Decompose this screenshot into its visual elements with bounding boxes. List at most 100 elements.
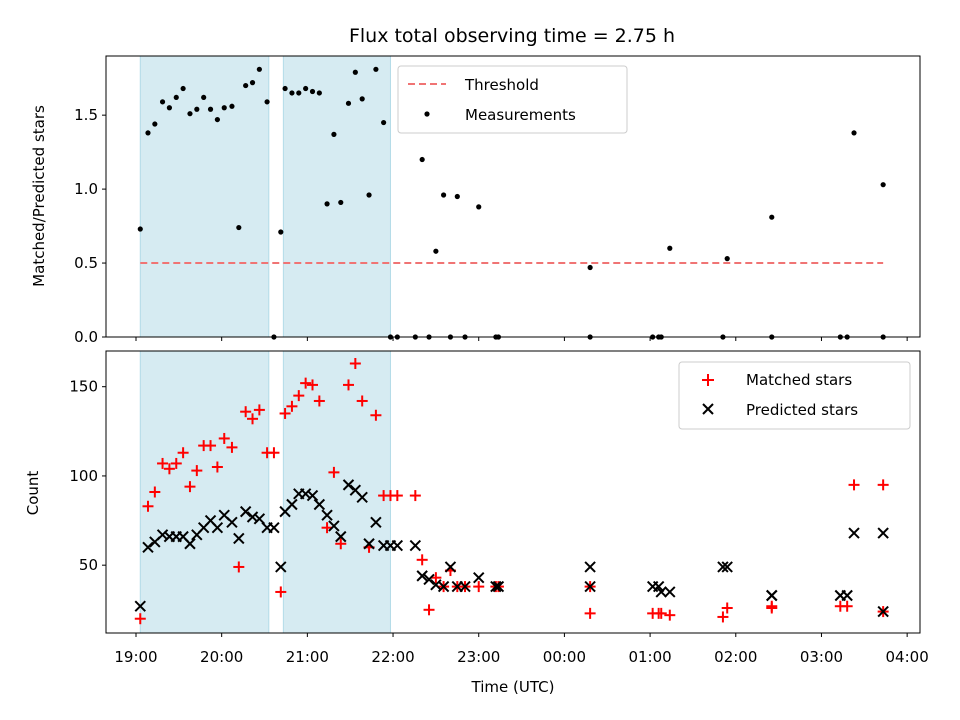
matched-star-point bbox=[275, 586, 287, 598]
count-y-tick-label: 50 bbox=[79, 556, 98, 574]
measurement-point bbox=[145, 130, 151, 136]
measurement-point bbox=[296, 90, 302, 96]
matched-star-point bbox=[349, 357, 361, 369]
matched-star-point bbox=[391, 490, 403, 502]
predicted-star-point bbox=[721, 561, 733, 573]
legend-predicted-label: Predicted stars bbox=[746, 401, 858, 419]
measurement-point bbox=[289, 90, 295, 96]
matched-star-point bbox=[409, 490, 421, 502]
predicted-star-point bbox=[328, 520, 340, 532]
measurement-point bbox=[180, 85, 186, 92]
measurement-point bbox=[345, 100, 352, 106]
matched-star-point bbox=[191, 465, 203, 477]
predicted-star-point bbox=[841, 589, 853, 602]
matched-star-point bbox=[218, 432, 230, 444]
matched-star-point bbox=[416, 554, 428, 566]
matched-star-point bbox=[300, 377, 312, 389]
measurement-point bbox=[256, 66, 262, 72]
measurement-point bbox=[880, 182, 886, 188]
predicted-star-point bbox=[356, 491, 368, 504]
measurement-point bbox=[264, 99, 270, 105]
predicted-star-point bbox=[306, 489, 319, 502]
measurement-point bbox=[201, 94, 207, 101]
measurement-point bbox=[166, 105, 173, 111]
measurement-point bbox=[373, 66, 379, 72]
predicted-star-point bbox=[490, 580, 502, 593]
matched-star-point bbox=[473, 581, 485, 593]
measurement-point bbox=[137, 226, 143, 232]
measurement-point bbox=[587, 264, 593, 271]
ratio-y-tick-label: 0.5 bbox=[74, 254, 98, 272]
predicted-star-point bbox=[370, 516, 382, 529]
count-plot-frame bbox=[105, 350, 921, 634]
predicted-star-point bbox=[233, 532, 245, 545]
measurement-point bbox=[769, 214, 775, 220]
x-tick-label: 00:00 bbox=[543, 648, 586, 666]
matched-star-point bbox=[233, 561, 245, 573]
measurement-point bbox=[303, 85, 309, 92]
predicted-star-point bbox=[584, 580, 596, 593]
matched-star-point bbox=[848, 479, 860, 491]
matched-star-point bbox=[841, 600, 853, 612]
measurement-point bbox=[194, 106, 200, 112]
legend-matched-label: Matched stars bbox=[746, 371, 852, 389]
count-points bbox=[134, 357, 889, 625]
measurement-point bbox=[173, 94, 179, 101]
matched-star-point bbox=[423, 604, 435, 616]
predicted-star-point bbox=[664, 586, 676, 598]
x-tick-label: 20:00 bbox=[200, 648, 243, 666]
matched-star-point bbox=[293, 390, 305, 402]
predicted-star-point bbox=[416, 570, 428, 582]
predicted-star-point bbox=[134, 600, 146, 612]
measurement-point bbox=[352, 69, 358, 75]
matched-star-point bbox=[717, 611, 729, 623]
predicted-star-point bbox=[877, 527, 889, 539]
ratio-y-axis-label: Matched/Predicted stars bbox=[30, 105, 48, 287]
legend-measurements-label: Measurements bbox=[465, 106, 576, 124]
measurement-point bbox=[440, 192, 447, 198]
observing-window-2 bbox=[282, 55, 391, 338]
x-tick-label: 22:00 bbox=[371, 648, 414, 666]
matched-star-point bbox=[240, 406, 252, 418]
predicted-star-point bbox=[473, 571, 485, 584]
predicted-star-point bbox=[655, 586, 667, 598]
predicted-star-point bbox=[275, 561, 287, 573]
legend-measurements-swatch bbox=[424, 111, 430, 117]
predicted-star-point bbox=[246, 511, 259, 523]
measurement-points bbox=[137, 66, 886, 340]
matched-star-point bbox=[211, 461, 223, 473]
predicted-star-point bbox=[211, 521, 224, 534]
legend-matched-swatch bbox=[702, 374, 714, 386]
matched-star-point bbox=[163, 463, 175, 475]
measurement-point bbox=[454, 193, 460, 200]
predicted-star-point bbox=[391, 539, 404, 552]
predicted-star-point bbox=[584, 561, 596, 573]
matched-star-point bbox=[342, 379, 354, 391]
count-y-ticks: 50 100 150 bbox=[69, 378, 106, 574]
predicted-star-point bbox=[877, 605, 889, 618]
predicted-star-point bbox=[286, 498, 298, 511]
ratio-plot-frame bbox=[105, 55, 921, 338]
matched-star-point bbox=[766, 600, 778, 612]
ratio-y-ticks: 0.0 0.5 1.0 1.5 bbox=[74, 106, 106, 346]
measurement-point bbox=[724, 256, 730, 262]
count-legend: Matched stars Predicted stars bbox=[678, 361, 911, 430]
measurement-point bbox=[366, 192, 372, 198]
ratio-x-ticks bbox=[135, 337, 908, 341]
matched-star-point bbox=[286, 400, 298, 412]
measurement-point bbox=[851, 130, 857, 136]
matched-star-point bbox=[170, 457, 182, 469]
ratio-y-tick-label: 0.0 bbox=[74, 328, 98, 346]
x-tick-label: 21:00 bbox=[286, 648, 329, 666]
predicted-star-point bbox=[492, 580, 505, 593]
x-tick-label: 04:00 bbox=[886, 648, 929, 666]
predicted-star-point bbox=[226, 516, 238, 529]
measurement-point bbox=[207, 106, 214, 112]
predicted-star-point bbox=[156, 529, 169, 541]
observing-windows-bottom bbox=[139, 350, 391, 634]
measurement-point bbox=[476, 204, 482, 210]
predicted-star-point bbox=[268, 521, 280, 534]
measurement-point bbox=[243, 82, 249, 89]
predicted-star-point bbox=[444, 561, 457, 573]
measurement-point bbox=[214, 116, 220, 123]
